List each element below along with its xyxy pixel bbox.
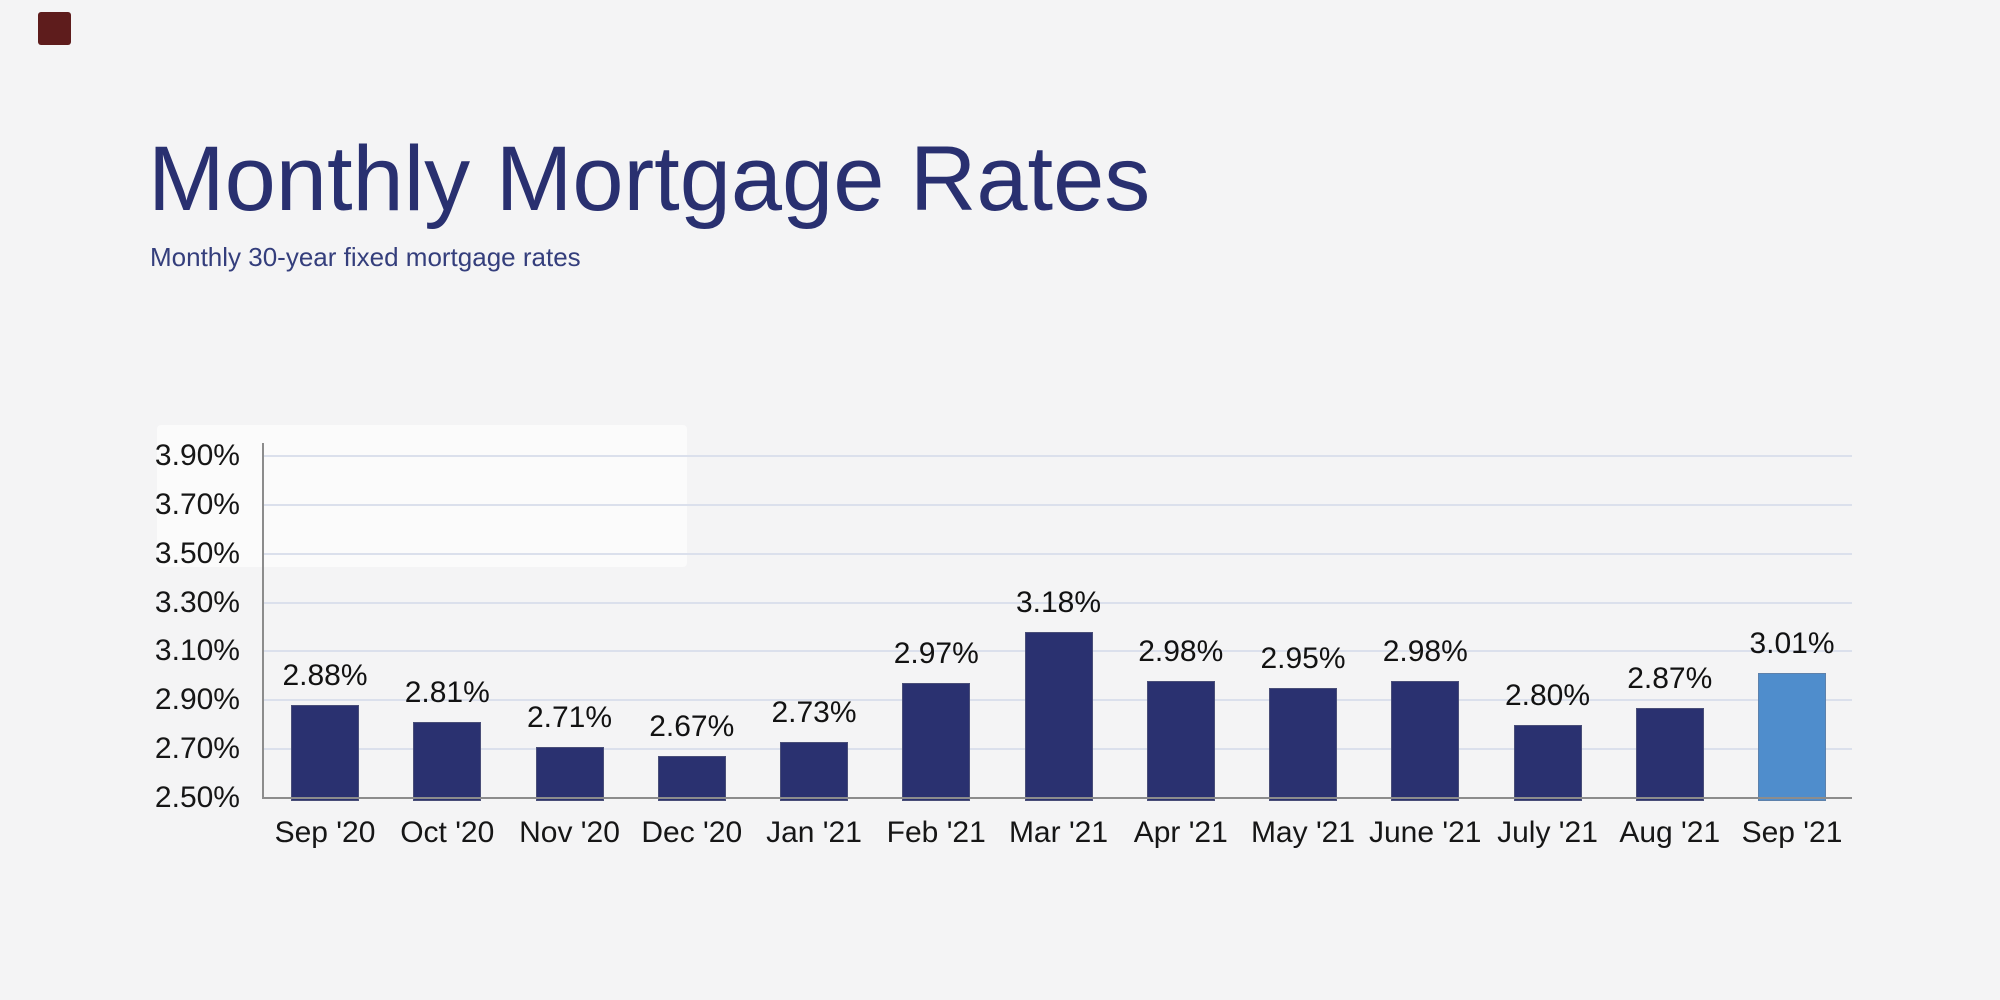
red-corner-marker	[38, 12, 71, 45]
chart-bar-nov-20	[535, 746, 604, 801]
x-axis-label: Oct '20	[400, 816, 495, 849]
bar-value-label: 2.71%	[526, 700, 613, 734]
bar-value-label: 2.98%	[1382, 634, 1468, 668]
gridline	[264, 503, 1852, 506]
bar-value-label: 2.87%	[1627, 661, 1713, 695]
chart-bar-oct-20	[413, 722, 482, 801]
bar-value-label: 2.81%	[404, 676, 490, 710]
bar-value-label: 2.73%	[771, 695, 857, 729]
bar-value-label: 3.18%	[1015, 585, 1102, 619]
x-axis-label: Sep '21	[1741, 816, 1843, 849]
bar-value-label: 2.67%	[649, 710, 735, 744]
x-axis-label: Apr '21	[1133, 816, 1228, 849]
chart-bar-aug-21	[1635, 707, 1704, 801]
chart-bar-june-21	[1391, 680, 1460, 801]
bar-value-label: 2.98%	[1138, 634, 1224, 668]
chart-bar-jan-21	[780, 741, 848, 801]
x-axis-label: Sep '20	[274, 816, 376, 849]
chart-bar-sep-21	[1758, 673, 1826, 801]
y-axis-tick-label: 2.90%	[154, 683, 240, 717]
x-axis-label: Dec '20	[641, 816, 743, 849]
x-axis-label: Jan '21	[766, 816, 862, 849]
y-axis-tick-label: 2.70%	[154, 732, 240, 766]
gridline	[264, 552, 1852, 555]
bar-value-label: 2.88%	[282, 659, 368, 693]
bar-value-label: 3.01%	[1749, 627, 1835, 661]
x-axis-label: Mar '21	[1008, 816, 1109, 849]
y-axis-line	[262, 443, 264, 799]
chart-bar-feb-21	[902, 683, 971, 801]
x-axis-label: June '21	[1369, 816, 1482, 849]
chart-bar-sep-20	[291, 705, 359, 801]
chart-bar-apr-21	[1146, 680, 1215, 801]
y-axis-tick-label: 3.70%	[154, 487, 240, 521]
page-subtitle: Monthly 30-year fixed mortgage rates	[150, 242, 581, 272]
gridline	[264, 455, 1852, 457]
y-axis-tick-label: 3.10%	[154, 634, 240, 668]
chart-bar-mar-21	[1024, 631, 1093, 801]
y-axis-tick-label: 3.90%	[154, 439, 240, 472]
x-axis-label: Aug '21	[1619, 816, 1721, 849]
y-axis-tick-label: 2.50%	[154, 781, 240, 814]
bar-value-label: 2.95%	[1260, 642, 1346, 676]
chart-bar-july-21	[1513, 724, 1582, 801]
y-axis-tick-label: 3.50%	[154, 536, 240, 570]
x-axis-label: May '21	[1250, 816, 1356, 849]
bar-value-label: 2.97%	[893, 637, 979, 671]
bar-value-label: 2.80%	[1504, 678, 1591, 712]
y-axis-tick-label: 3.30%	[154, 585, 240, 619]
chart-bar-dec-20	[657, 756, 726, 801]
gridline	[264, 601, 1852, 604]
chart-backdrop-card	[157, 425, 687, 567]
chart-bar-may-21	[1269, 688, 1337, 801]
x-axis-label: Feb '21	[886, 816, 986, 849]
x-axis-label: Nov '20	[519, 816, 620, 849]
x-axis-line	[262, 797, 1852, 799]
x-axis-label: July '21	[1497, 816, 1598, 849]
page-title: Monthly Mortgage Rates	[148, 128, 1151, 230]
